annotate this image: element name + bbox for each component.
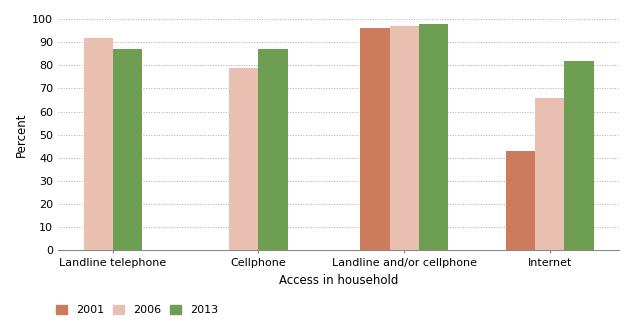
Legend: 2001, 2006, 2013: 2001, 2006, 2013	[56, 305, 219, 316]
Bar	[360, 28, 389, 250]
Bar	[84, 38, 113, 250]
Y-axis label: Percent: Percent	[15, 112, 28, 157]
Bar	[418, 24, 448, 250]
Bar	[535, 98, 564, 250]
Bar	[389, 26, 418, 250]
Bar	[564, 61, 593, 250]
X-axis label: Access in household: Access in household	[279, 273, 398, 287]
Bar	[259, 49, 287, 250]
Bar	[113, 49, 142, 250]
Bar	[230, 68, 259, 250]
Bar	[506, 151, 535, 250]
